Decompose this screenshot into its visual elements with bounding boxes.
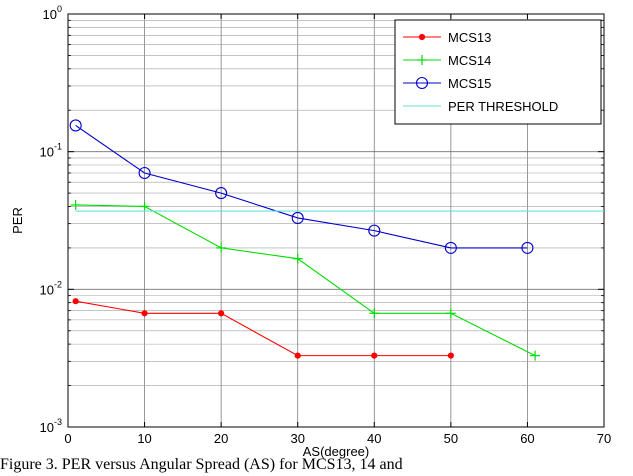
data-point-circle: [368, 224, 381, 237]
legend-item: MCS14: [403, 53, 491, 68]
legend-label: MCS14: [448, 53, 491, 68]
data-point-plus: [70, 199, 81, 210]
data-point-plus: [530, 350, 541, 361]
data-point-dot: [218, 310, 225, 317]
series-mcs14: [70, 199, 541, 361]
figure-caption: Figure 3. PER versus Angular Spread (AS)…: [0, 456, 403, 473]
legend-label: MCS13: [448, 30, 491, 45]
legend-item: MCS13: [403, 30, 491, 45]
x-tick-label: 20: [214, 431, 228, 446]
x-tick-label: 30: [290, 431, 304, 446]
data-point-plus: [292, 253, 303, 264]
x-tick-label: 60: [520, 431, 534, 446]
axis-ticks: 0 10 20 30 40 50 60 70 100 10-1 10-2 10-3: [40, 4, 612, 446]
plot-area: [67, 13, 605, 428]
y-tick-label: 10-1: [40, 142, 62, 160]
data-point-dot: [72, 298, 79, 305]
data-point-plus: [417, 55, 427, 65]
legend: MCS13 MCS14 MCS15 PER THRESHOLD: [394, 19, 602, 125]
legend-item: MCS15: [403, 76, 491, 91]
data-point-dot: [371, 352, 378, 359]
data-point-plus: [216, 242, 227, 253]
y-axis-label: PER: [10, 207, 25, 234]
data-point-circle: [444, 241, 457, 254]
data-point-circle: [415, 76, 429, 90]
series-line: [75, 125, 528, 249]
series-mcs15: [69, 119, 534, 254]
x-tick-label: 50: [444, 431, 458, 446]
data-point-plus: [139, 201, 150, 212]
data-point-circle: [215, 187, 228, 200]
series-mcs13: [72, 298, 454, 359]
data-point-dot: [447, 352, 454, 359]
legend-label: MCS15: [448, 76, 491, 91]
data-point-plus: [445, 308, 456, 319]
x-tick-label: 70: [597, 431, 611, 446]
data-point-circle: [291, 211, 304, 225]
series-line: [75, 300, 451, 357]
legend-label: PER THRESHOLD: [448, 99, 558, 114]
data-point-dot: [418, 33, 426, 41]
data-point-circle: [69, 119, 82, 132]
x-axis-label: AS(degree): [303, 444, 369, 459]
x-tick-label: 10: [137, 431, 151, 446]
x-tick-label: 0: [64, 431, 71, 446]
y-tick-label: 10-3: [40, 417, 62, 435]
data-point-dot: [294, 352, 301, 359]
x-tick-label: 40: [367, 431, 381, 446]
y-tick-label: 10-2: [40, 279, 62, 297]
data-point-circle: [521, 241, 534, 254]
data-point-dot: [141, 310, 148, 317]
y-tick-label: 100: [43, 4, 62, 22]
data-point-plus: [369, 308, 380, 319]
series-lines: [69, 119, 604, 361]
data-point-circle: [138, 166, 151, 180]
legend-item: PER THRESHOLD: [403, 99, 558, 114]
